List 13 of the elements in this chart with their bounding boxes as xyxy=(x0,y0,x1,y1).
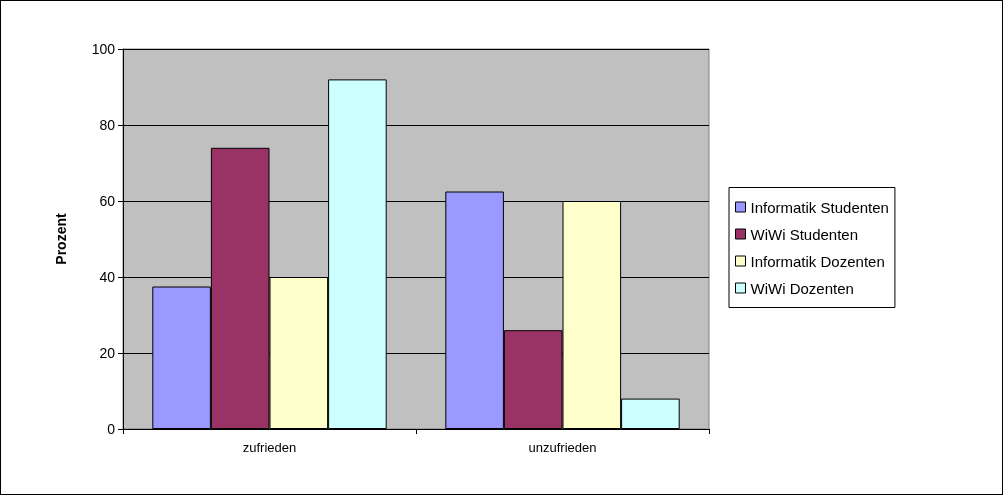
y-tick-label: 0 xyxy=(107,421,116,437)
legend-label: Informatik Dozenten xyxy=(750,252,885,270)
legend-label: WiWi Studenten xyxy=(750,225,859,243)
y-tick-label: 80 xyxy=(99,117,116,133)
y-tick-label: 20 xyxy=(99,345,116,361)
y-tick-label: 40 xyxy=(99,269,116,285)
y-axis-title: Prozent xyxy=(53,213,69,265)
x-tick-label: unzufrieden xyxy=(528,440,597,455)
y-tick-label: 60 xyxy=(99,193,116,209)
y-tick-label: 100 xyxy=(91,41,116,57)
legend-label: Informatik Studenten xyxy=(750,198,889,216)
legend-label: WiWi Dozenten xyxy=(750,279,854,297)
x-tick-label: zufrieden xyxy=(242,440,297,455)
